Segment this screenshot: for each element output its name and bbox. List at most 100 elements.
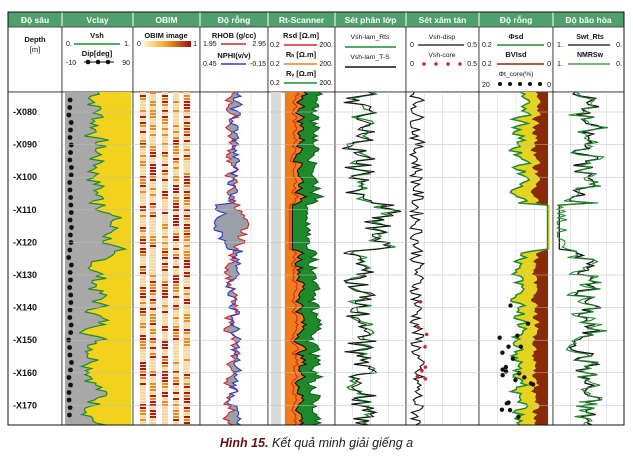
obim-pixel bbox=[150, 224, 156, 226]
obim-pixel bbox=[173, 221, 179, 223]
rh-min: 0.2 bbox=[270, 61, 280, 68]
obim-pixel bbox=[140, 413, 146, 415]
obim-pixel bbox=[162, 374, 168, 376]
obim-pixel bbox=[173, 158, 179, 160]
obim-pixel bbox=[150, 98, 156, 100]
obim-pixel bbox=[184, 395, 190, 397]
vsh-core-legend-dot-1 bbox=[434, 62, 438, 66]
log-tracks bbox=[7, 91, 625, 426]
depth-header-label: Depth bbox=[24, 35, 46, 44]
obim-pixel bbox=[173, 284, 179, 286]
obim-pixel bbox=[162, 380, 168, 382]
obim-pixel bbox=[150, 143, 156, 145]
obim-pixel bbox=[162, 398, 168, 400]
obim-pixel bbox=[184, 386, 190, 388]
obim-pixel bbox=[173, 248, 179, 250]
depth-label: -X140 bbox=[13, 303, 37, 313]
obim-pixel bbox=[140, 374, 146, 376]
phi-core-dot bbox=[499, 407, 505, 412]
obim-pixel bbox=[184, 272, 190, 274]
obim-pixel bbox=[140, 419, 146, 421]
obim-pixel bbox=[150, 218, 156, 220]
obim-pixel bbox=[150, 221, 156, 223]
obim-pixel bbox=[140, 338, 146, 340]
phi-core-min: 20 bbox=[482, 82, 490, 89]
obim-pixel bbox=[184, 95, 190, 97]
dip-tadpole bbox=[68, 142, 74, 148]
obim-pixel bbox=[150, 386, 156, 388]
subheader-cell-porosity2 bbox=[478, 26, 554, 93]
obim-pixel bbox=[140, 215, 146, 217]
obim-pixel bbox=[173, 377, 179, 379]
obim-pixel bbox=[184, 392, 190, 394]
obim-pixel bbox=[150, 95, 156, 97]
obim-pixel bbox=[150, 404, 156, 406]
obim-pixel bbox=[173, 335, 179, 337]
obim-pixel bbox=[184, 164, 190, 166]
vsh-core-dot bbox=[416, 325, 421, 330]
obim-pixel bbox=[140, 107, 146, 109]
obim-pixel bbox=[173, 386, 179, 388]
obim-pixel bbox=[162, 293, 168, 295]
obim-pixel bbox=[150, 251, 156, 253]
obim-pixel bbox=[162, 260, 168, 262]
obim-pixel bbox=[162, 401, 168, 403]
obim-pixel bbox=[173, 359, 179, 361]
obim-pixel bbox=[150, 239, 156, 241]
obim-pixel bbox=[150, 212, 156, 214]
obim-pixel bbox=[184, 269, 190, 271]
obim-pixel bbox=[150, 158, 156, 160]
dip-tadpole bbox=[68, 292, 74, 298]
obim-pixel bbox=[184, 407, 190, 409]
obim-pixel bbox=[150, 152, 156, 154]
obim-pixel bbox=[140, 185, 146, 187]
obim-pixel bbox=[184, 281, 190, 283]
obim-pixel bbox=[162, 413, 168, 415]
obim-pixel bbox=[184, 92, 190, 94]
obim-pixel bbox=[150, 419, 156, 421]
obim-pixel bbox=[162, 107, 168, 109]
obim-pixel bbox=[150, 341, 156, 343]
obim-pixel bbox=[162, 227, 168, 229]
rv-label: Rᵥ [Ω.m] bbox=[286, 69, 316, 78]
subheader-cell-porosity bbox=[199, 26, 269, 93]
obim-pixel bbox=[150, 242, 156, 244]
obim-pixel bbox=[162, 320, 168, 322]
vsh-core-legend-dot-2 bbox=[446, 62, 450, 66]
vsh-curve bbox=[78, 91, 128, 426]
obim-pixel bbox=[150, 323, 156, 325]
vsh-disp-max: 0.5 bbox=[467, 42, 477, 49]
phi-core-dot bbox=[500, 373, 505, 378]
obim-pixel bbox=[140, 335, 146, 337]
obim-pixel bbox=[173, 374, 179, 376]
obim-pixel bbox=[184, 197, 190, 199]
phi-core-dot bbox=[497, 335, 502, 340]
obim-pixel bbox=[150, 272, 156, 274]
obim-pixel bbox=[184, 356, 190, 358]
phi-core-legend-dot-0 bbox=[498, 82, 502, 86]
obim-min: 0 bbox=[137, 41, 141, 48]
obim-pixel bbox=[162, 212, 168, 214]
vsh-core-dot bbox=[424, 332, 429, 337]
vclay-shale-fill bbox=[65, 92, 126, 425]
header-label-porosity: Độ rỗng bbox=[218, 15, 251, 25]
obim-pixel bbox=[184, 152, 190, 154]
obim-pixel bbox=[162, 377, 168, 379]
dip-tadpole bbox=[66, 375, 72, 380]
obim-pixel bbox=[162, 341, 168, 343]
obim-pixel bbox=[162, 248, 168, 250]
obim-pixel bbox=[173, 254, 179, 256]
obim-pixel bbox=[173, 323, 179, 325]
obim-pixel bbox=[162, 185, 168, 187]
obim-pixel bbox=[162, 356, 168, 358]
obim-pixel bbox=[173, 203, 179, 205]
obim-pixel bbox=[162, 158, 168, 160]
obim-pixel bbox=[140, 395, 146, 397]
obim-pixel bbox=[150, 173, 156, 175]
obim-pixel bbox=[173, 380, 179, 382]
obim-pixel bbox=[162, 113, 168, 115]
dip-tadpole bbox=[68, 300, 74, 305]
dip-tadpole bbox=[67, 285, 73, 290]
obim-pixel bbox=[162, 275, 168, 277]
obim-pixel bbox=[162, 200, 168, 202]
